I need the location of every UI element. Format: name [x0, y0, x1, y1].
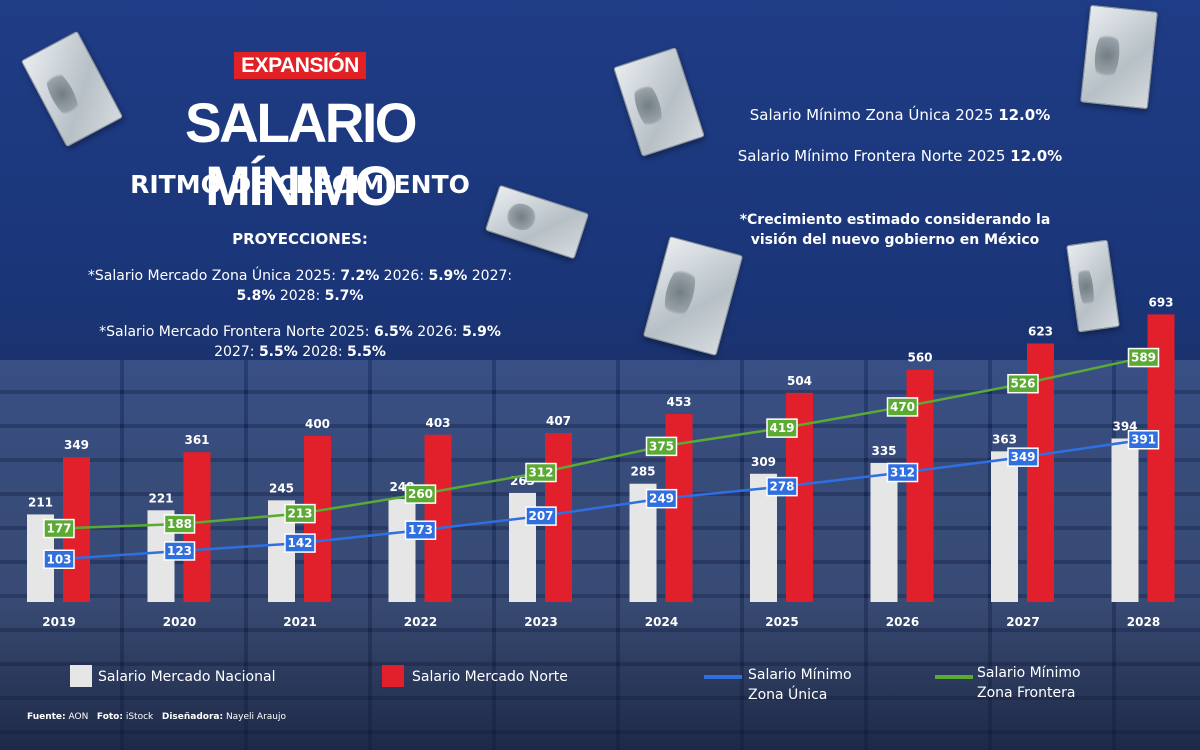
page-subtitle: RITMO DE CRECIMIENTO: [130, 170, 470, 199]
point-label-zona-unica: 207: [528, 509, 553, 523]
line-zona-unica: [58, 438, 1144, 561]
point-label-zona-frontera-box: [645, 436, 678, 457]
point-label-zona-frontera-box: [404, 484, 437, 504]
bar-norte: [424, 434, 452, 602]
point-label-zona-frontera-box: [284, 503, 316, 524]
bar-label-norte: 560: [907, 351, 932, 365]
bar-label-nacional: 221: [148, 491, 173, 505]
x-tick-label: 2026: [886, 615, 919, 629]
point-label-zona-unica-box: [645, 488, 678, 509]
point-label-zona-frontera-box: [1007, 373, 1039, 394]
legend-label-norte: Salario Mercado Norte: [412, 669, 568, 685]
x-tick-label: 2028: [1127, 615, 1160, 629]
legend-swatch-zona-unica: [704, 675, 742, 679]
bar-label-norte: 504: [787, 374, 812, 388]
increase-frontera-norte: Salario Mínimo Frontera Norte 2025 12.0%: [737, 147, 1063, 165]
bar-label-nacional: 211: [28, 495, 53, 509]
bar-label-nacional: 245: [269, 481, 294, 495]
estimate-note: *Crecimiento estimado considerando la vi…: [739, 212, 1051, 248]
background-shade: [0, 600, 1200, 750]
legend-label-zona-unica: Salario Mínimo Zona Única: [748, 667, 852, 703]
point-label-zona-frontera: 260: [408, 487, 433, 501]
point-label-zona-frontera: 213: [287, 507, 312, 521]
x-tick-label: 2024: [645, 615, 678, 629]
point-label-zona-frontera: 589: [1131, 351, 1156, 365]
point-label-zona-unica-box: [766, 476, 798, 497]
bar-nacional: [870, 462, 898, 602]
point-label-zona-frontera: 312: [528, 466, 553, 480]
legend-swatch-zona-frontera: [935, 675, 973, 679]
point-label-zona-unica-box: [43, 549, 75, 570]
point-label-zona-unica-box: [525, 506, 557, 526]
bar-nacional: [388, 499, 416, 602]
bar-label-nacional: 335: [871, 444, 896, 458]
bar-label-norte: 693: [1148, 295, 1173, 309]
point-label-zona-unica: 173: [408, 523, 433, 537]
increase-zona-unica: Salario Mínimo Zona Única 2025 12.0%: [749, 106, 1051, 124]
bar-nacional: [991, 451, 1018, 602]
point-label-zona-unica: 312: [890, 466, 915, 480]
point-label-zona-unica: 249: [649, 492, 674, 506]
bar-label-norte: 453: [666, 395, 691, 409]
bar-label-nacional: 363: [992, 432, 1017, 446]
projection-zona-unica: *Salario Mercado Zona Única 2025: 7.2% 2…: [87, 268, 513, 304]
point-label-zona-unica: 103: [46, 552, 71, 566]
point-label-zona-unica: 391: [1131, 433, 1156, 447]
legend-label-nacional: Salario Mercado Nacional: [98, 669, 276, 685]
point-label-zona-unica-box: [163, 541, 196, 561]
point-label-zona-unica: 349: [1010, 450, 1035, 464]
legend-swatch-norte: [382, 665, 404, 687]
x-tick-label: 2025: [765, 615, 798, 629]
bar-label-norte: 623: [1028, 324, 1053, 338]
legend-label-zona-frontera: Salario Mínimo Zona Frontera: [977, 665, 1081, 701]
x-tick-label: 2023: [524, 615, 557, 629]
line-zona-frontera: [58, 356, 1144, 530]
point-label-zona-frontera: 526: [1010, 377, 1035, 391]
point-label-zona-frontera-box: [525, 462, 557, 483]
point-label-zona-unica: 142: [287, 536, 312, 550]
point-label-zona-unica: 123: [167, 544, 192, 558]
x-tick-label: 2027: [1006, 615, 1039, 629]
bar-label-norte: 349: [64, 438, 89, 452]
x-tick-label: 2021: [283, 615, 316, 629]
page-title: SALARIO MÍNIMO: [185, 90, 418, 218]
point-label-zona-frontera: 177: [46, 522, 71, 536]
point-label-zona-frontera-box: [43, 518, 75, 539]
point-label-zona-unica-box: [1007, 447, 1039, 467]
point-label-zona-frontera-box: [1127, 347, 1160, 368]
credits-footer: Fuente: AON Foto: iStock Diseñadora: Nay…: [27, 712, 286, 722]
point-label-zona-unica-box: [404, 520, 437, 540]
bar-label-nacional: 309: [751, 455, 776, 469]
point-label-zona-unica-box: [1127, 429, 1160, 450]
bar-nacional: [1111, 438, 1139, 602]
projections-heading: PROYECCIONES:: [232, 230, 368, 248]
bar-label-norte: 407: [546, 414, 571, 428]
expansion-logo: EXPANSIÓN: [234, 52, 366, 79]
point-label-zona-unica-box: [284, 533, 316, 553]
bar-label-nacional: 285: [630, 465, 655, 479]
point-label-zona-frontera: 375: [649, 439, 674, 453]
point-label-zona-frontera-box: [766, 418, 798, 438]
point-label-zona-frontera-box: [163, 514, 196, 534]
point-label-zona-unica: 278: [769, 480, 794, 494]
bar-label-norte: 361: [184, 433, 209, 447]
bar-label-norte: 400: [305, 417, 330, 431]
point-label-zona-frontera-box: [886, 397, 919, 417]
bar-label-norte: 403: [425, 416, 450, 430]
point-label-zona-frontera: 470: [890, 400, 915, 414]
projection-frontera-norte: *Salario Mercado Frontera Norte 2025: 6.…: [99, 324, 501, 360]
point-label-zona-frontera: 419: [769, 421, 794, 435]
x-tick-label: 2022: [404, 615, 437, 629]
x-tick-label: 2020: [163, 615, 196, 629]
point-label-zona-unica-box: [886, 462, 919, 483]
x-tick-label: 2019: [42, 615, 75, 629]
legend-swatch-nacional: [70, 665, 92, 687]
point-label-zona-frontera: 188: [167, 517, 192, 531]
